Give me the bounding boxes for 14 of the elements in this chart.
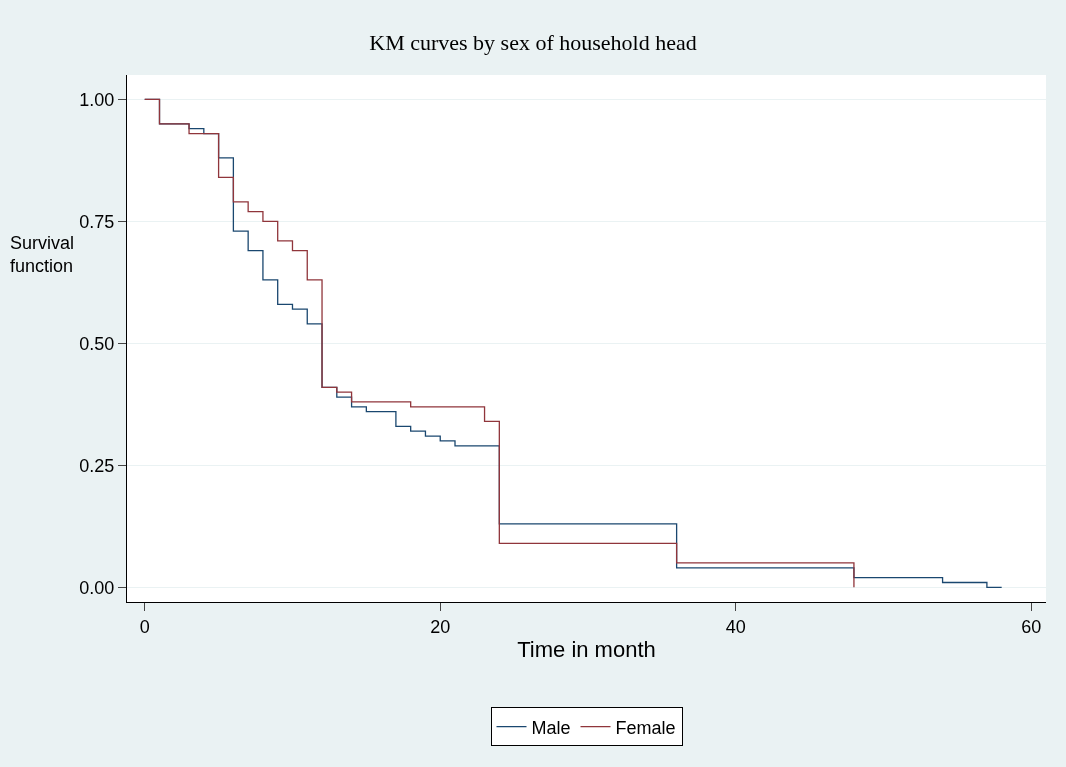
x-axis-title: Time in month <box>517 637 656 663</box>
y-tick-label: 1.00 <box>79 89 115 110</box>
y-tick-label: 0.00 <box>79 577 115 598</box>
y-tick-label: 0.25 <box>79 455 115 476</box>
y-axis-title: Survival function <box>10 233 75 277</box>
x-tick-label: 60 <box>1021 616 1042 637</box>
x-tick-label: 40 <box>725 616 746 637</box>
x-tick-label: 0 <box>139 616 150 637</box>
y-tick-label: 0.75 <box>79 211 115 232</box>
legend-label: Female <box>615 717 676 738</box>
legend-label: Male <box>531 717 571 738</box>
chart-title: KM curves by sex of household head <box>369 29 697 55</box>
y-tick-label: 0.50 <box>79 333 115 354</box>
x-tick-label: 20 <box>430 616 451 637</box>
